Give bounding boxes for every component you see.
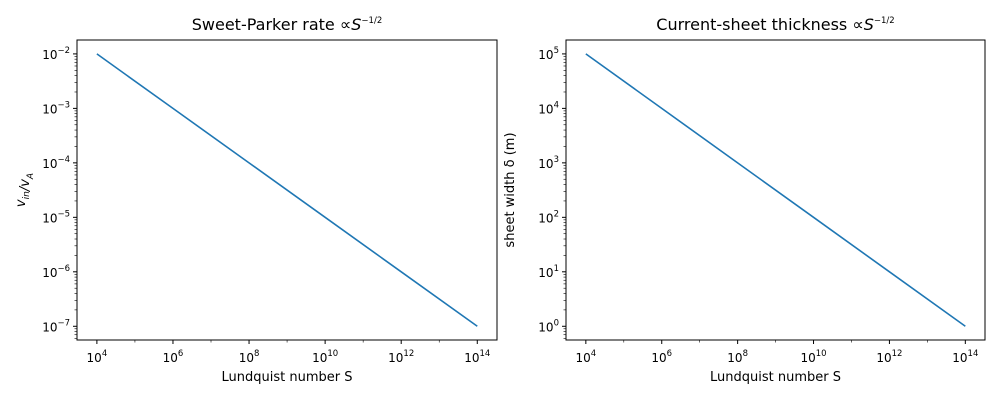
x-tick-label: 106 — [651, 349, 672, 365]
y-tick-label: 10−5 — [42, 209, 70, 225]
y-tick-label: 10−4 — [42, 155, 70, 171]
right-plot: 104 106 108 1010 1012 1014 100 101 102 103 104 105 L… — [503, 39, 986, 385]
x-axis-label: Lundquist number S — [710, 370, 841, 385]
x-tick-label: 108 — [727, 349, 748, 365]
x-tick-label: 1012 — [388, 349, 414, 365]
right-plot-title: Current-sheet thickness ∝S−1/2 — [656, 15, 894, 34]
x-axis-label: Lundquist number S — [222, 370, 353, 385]
x-tick-label: 1010 — [800, 349, 826, 365]
y-tick-label: 10−6 — [42, 264, 70, 280]
y-tick-label: 10−7 — [42, 318, 70, 334]
left-plot: 104 106 108 1010 1012 1014 10−7 10−6 10−5 10−4 10−… — [14, 39, 498, 385]
x-tick-label: 104 — [575, 349, 596, 365]
y-tick-label: 10−2 — [42, 46, 70, 62]
y-tick-label: 105 — [538, 46, 559, 62]
x-tick-label: 1014 — [464, 349, 490, 365]
y-axis-label: sheet width δ (m) — [503, 132, 518, 247]
left-plot-title: Sweet-Parker rate ∝S−1/2 — [192, 15, 382, 34]
y-tick-label: 104 — [538, 100, 559, 116]
x-tick-label: 1012 — [876, 349, 902, 365]
y-tick-label: 10−3 — [42, 100, 70, 116]
x-tick-label: 108 — [239, 349, 260, 365]
y-tick-label: 102 — [538, 209, 559, 225]
y-axis-label: vin/vA — [14, 173, 36, 207]
series-line — [585, 53, 966, 327]
y-tick-label: 101 — [538, 264, 559, 280]
x-tick-label: 1010 — [312, 349, 338, 365]
x-tick-label: 104 — [87, 349, 108, 365]
y-tick-label: 100 — [538, 318, 559, 334]
y-tick-label: 103 — [538, 155, 559, 171]
x-tick-label: 106 — [163, 349, 184, 365]
x-tick-label: 1014 — [952, 349, 978, 365]
series-line — [96, 53, 478, 327]
